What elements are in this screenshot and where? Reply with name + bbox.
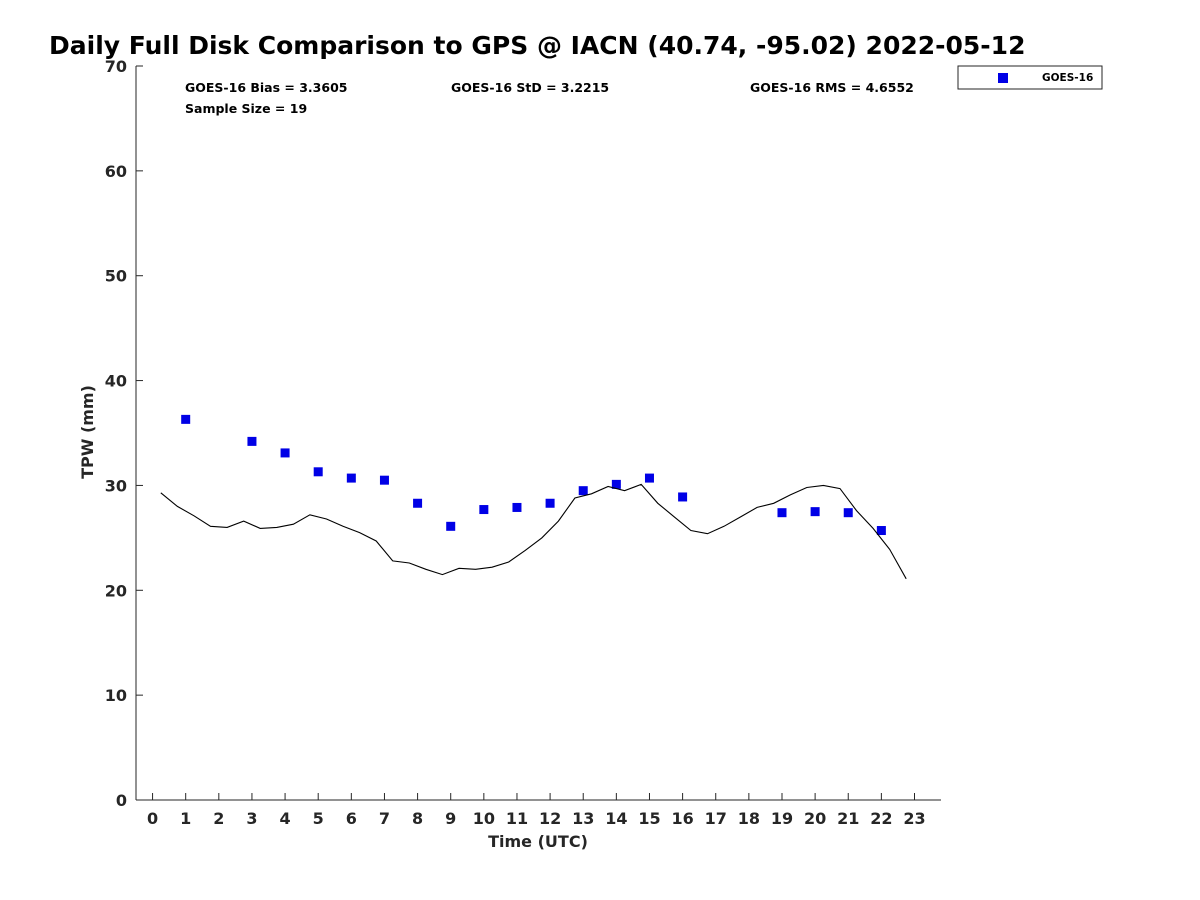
x-tick-label: 21: [837, 809, 859, 828]
x-tick-label: 4: [280, 809, 291, 828]
goes16-point: [280, 448, 290, 458]
y-tick-label: 0: [116, 791, 127, 810]
goes16-point: [876, 526, 886, 536]
x-tick-label: 13: [572, 809, 594, 828]
y-tick-label: 20: [105, 581, 127, 600]
x-tick-label: 7: [379, 809, 390, 828]
y-axis-ticks: 0 10 20 30 40 50 60 70: [105, 57, 143, 810]
goes16-point: [578, 486, 588, 496]
legend-marker-goes16: [998, 73, 1008, 83]
goes16-point: [413, 498, 423, 508]
legend-box: [957, 65, 1103, 90]
goes16-point: [181, 414, 191, 424]
sample-size-annotation: Sample Size = 19: [185, 101, 307, 116]
x-tick-label: 9: [445, 809, 456, 828]
x-axis-ticks: 0 1 2 3 4 5 6 7 8 9 10 11 12 13 14 15 16 17 18 19 20 21 22 23: [147, 793, 926, 828]
x-tick-label: 23: [903, 809, 925, 828]
y-tick-label: 30: [105, 476, 127, 495]
chart-title: Daily Full Disk Comparison to GPS @ IACN…: [49, 31, 1025, 60]
y-tick-label: 40: [105, 372, 127, 391]
x-tick-label: 5: [313, 809, 324, 828]
x-tick-label: 16: [671, 809, 693, 828]
x-tick-label: 18: [738, 809, 760, 828]
goes16-point: [512, 502, 522, 512]
rms-annotation: GOES-16 RMS = 4.6552: [750, 80, 914, 95]
x-tick-label: 11: [506, 809, 528, 828]
x-tick-label: 14: [605, 809, 627, 828]
x-tick-label: 15: [638, 809, 660, 828]
goes16-point: [247, 436, 257, 446]
x-tick-label: 17: [705, 809, 727, 828]
y-tick-label: 70: [105, 57, 127, 76]
goes16-point: [777, 508, 787, 518]
x-tick-label: 12: [539, 809, 561, 828]
x-tick-label: 19: [771, 809, 793, 828]
goes16-point: [810, 507, 820, 517]
gps-tpw-line: [160, 483, 907, 580]
goes16-point: [843, 508, 853, 518]
x-tick-label: 8: [412, 809, 423, 828]
x-tick-label: 20: [804, 809, 826, 828]
x-tick-label: 1: [180, 809, 191, 828]
y-tick-label: 10: [105, 686, 127, 705]
x-tick-label: 3: [246, 809, 257, 828]
goes16-point: [446, 521, 456, 531]
y-axis-label: TPW (mm): [78, 385, 97, 479]
goes16-point: [644, 473, 654, 483]
goes16-point: [346, 473, 356, 483]
goes16-point: [611, 479, 621, 489]
bias-annotation: GOES-16 Bias = 3.3605: [185, 80, 347, 95]
legend-label-goes16: GOES-16: [1042, 72, 1093, 84]
std-annotation: GOES-16 StD = 3.2215: [451, 80, 609, 95]
y-tick-label: 50: [105, 267, 127, 286]
goes16-point: [379, 475, 389, 485]
x-tick-label: 10: [473, 809, 495, 828]
goes16-point: [678, 492, 688, 502]
x-tick-label: 0: [147, 809, 158, 828]
x-tick-label: 2: [213, 809, 224, 828]
x-tick-label: 6: [346, 809, 357, 828]
x-tick-label: 22: [870, 809, 892, 828]
x-axis-label: Time (UTC): [488, 832, 588, 851]
goes16-point: [545, 498, 555, 508]
series-layer: [160, 414, 907, 580]
goes16-point: [479, 505, 489, 515]
goes16-point: [313, 467, 323, 477]
legend: GOES-16: [957, 65, 1103, 90]
plot-area: [135, 66, 941, 801]
y-tick-label: 60: [105, 162, 127, 181]
